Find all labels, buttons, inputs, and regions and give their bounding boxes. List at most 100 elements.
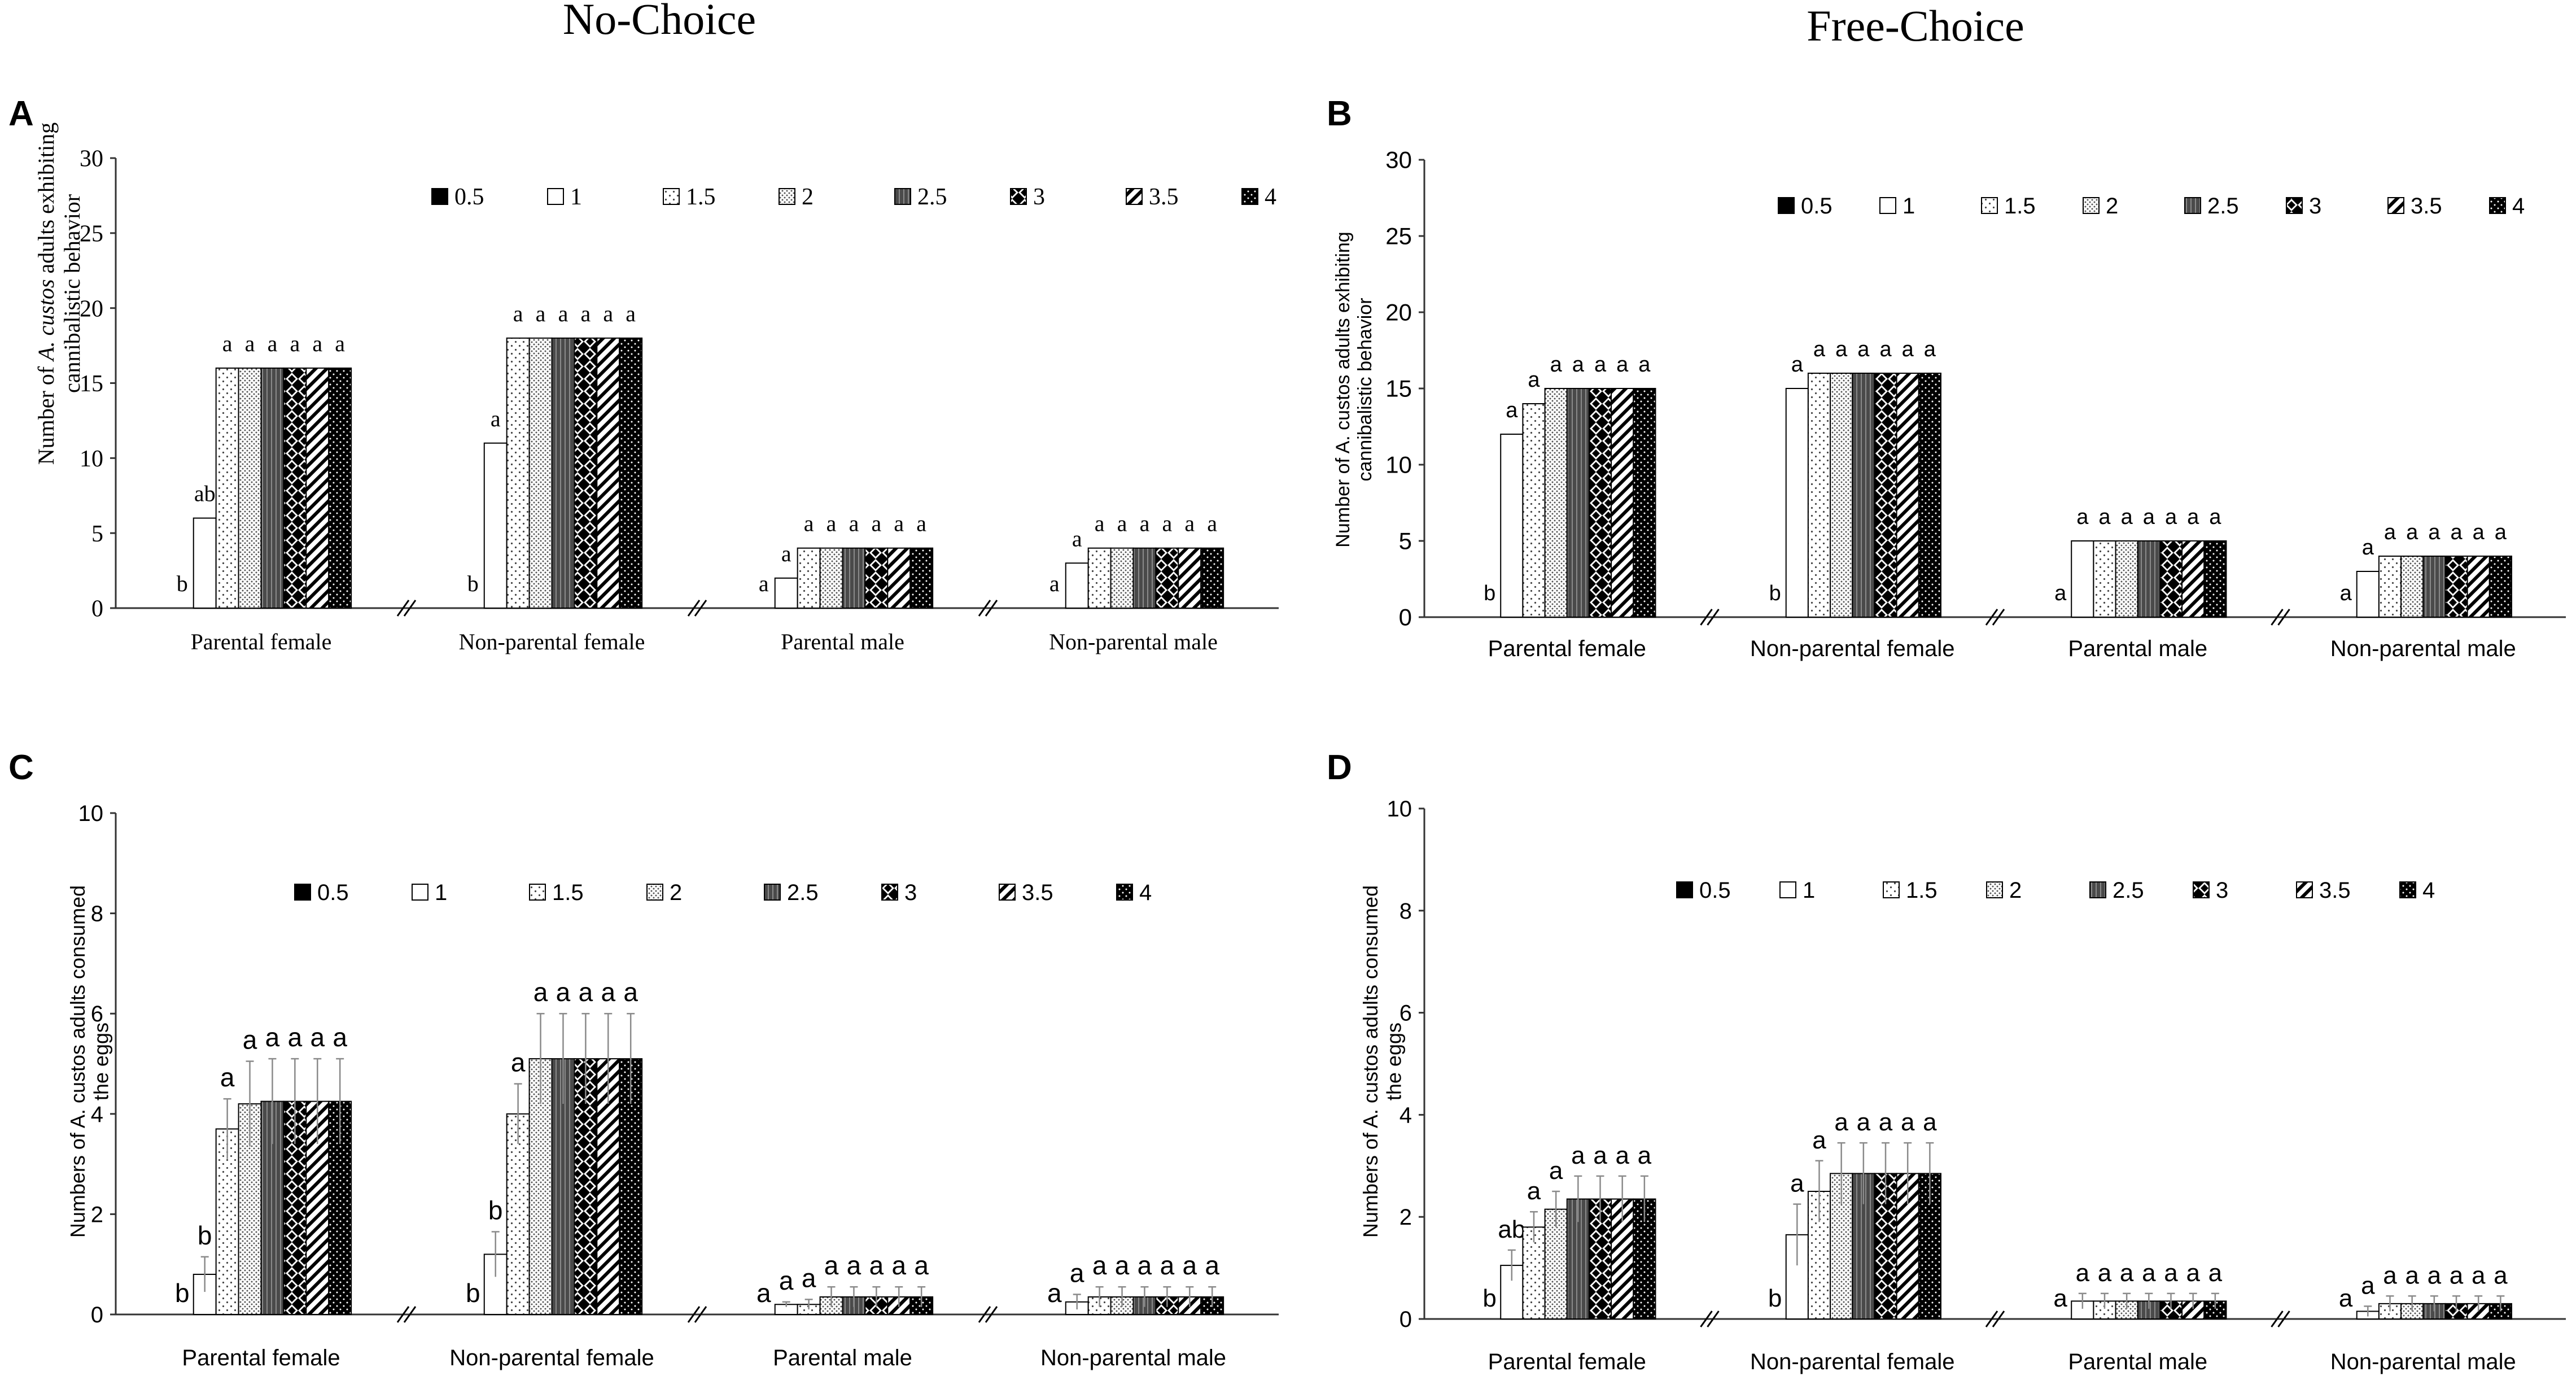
significance-letter: a [1924,338,1936,361]
significance-letter: a [290,331,300,356]
legend-label: 2.5 [787,880,819,905]
column-title-free-choice: Free-Choice [1807,1,2024,50]
bar [283,367,307,609]
significance-letter: a [1857,338,1870,361]
significance-letter: a [2472,1261,2486,1289]
significance-letter: a [802,1263,816,1292]
axis-break-mark [396,1306,417,1323]
y-tick-label: 25 [80,221,103,247]
legend-swatch [1676,881,1693,898]
legend-swatch [2083,197,2100,214]
significance-letter: a [1571,1142,1585,1169]
bar [483,442,508,609]
legend-swatch [294,884,311,901]
significance-letter: a [756,1278,771,1308]
bar [506,1113,530,1316]
significance-letter: a [1205,1251,1219,1280]
significance-letter: a [2164,1259,2178,1287]
y-axis-label: Numbers of A. custos adults consumedthe … [1359,885,1405,1238]
significance-letter: a [333,1023,347,1052]
axis-break-stroke [2277,1311,2290,1327]
legend-swatch [2193,881,2210,898]
legend-label: 3 [904,880,917,905]
significance-letter: a [2450,1261,2464,1289]
axis-break-stroke [1700,609,1713,626]
legend: 0.5 1 1.5 2 2.5 3 3.5 4 [1778,194,2525,219]
bar [1874,373,1897,618]
legend-swatch [1116,884,1133,901]
bar [1918,373,1941,618]
bar [2137,540,2160,618]
bar [2071,540,2094,618]
bar [2115,540,2138,618]
bar [1155,547,1179,609]
bar [1830,373,1853,618]
legend-label: 0.5 [454,184,484,210]
y-tick-label: 2 [91,1202,103,1227]
significance-letter: a [626,301,636,326]
x-category-label: Non-parental female [1750,636,1954,661]
significance-letter: a [1207,511,1217,536]
legend-label: 1 [435,880,447,905]
significance-letter: a [2495,521,2507,544]
legend-label: 0.5 [1699,878,1731,903]
significance-letter: a [536,301,546,326]
significance-letter: a [1182,1251,1197,1280]
legend-swatch [2387,197,2404,214]
axis-break-mark [687,600,707,617]
legend-swatch [646,884,663,901]
legend-swatch [1241,188,1258,205]
x-category-label: Parental female [182,1346,340,1370]
significance-letter: a [894,511,904,536]
axis-break-stroke [985,600,998,617]
significance-letter: b [175,1278,190,1308]
significance-letter: b [1768,1285,1782,1312]
legend-swatch [2399,881,2416,898]
significance-letter: a [779,1266,794,1295]
axis-break-stroke [1707,1311,1720,1327]
legend-swatch [764,884,781,901]
axis-break-mark [1700,609,1720,626]
bar [506,337,530,609]
panel-label: C [8,748,34,787]
chart-panel-c: C 0 2 4 6 8 10 Numbers of A. custos adults cons… [8,748,1279,1370]
bar [2181,540,2205,618]
legend-swatch [2286,197,2303,214]
significance-letter: a [1072,526,1082,551]
significance-letter: a [2208,1259,2223,1287]
x-category-label: Parental female [1488,636,1646,661]
significance-letter: a [511,1048,526,1077]
axis-break-stroke [694,600,707,617]
y-axis-label-line: Numbers of A. custos adults consumed [1359,885,1382,1238]
y-tick-label: 20 [1385,299,1412,326]
significance-letter: a [2428,521,2441,544]
axis-break-stroke [687,1306,701,1323]
legend-swatch [2296,881,2313,898]
y-axis-label-line: cannibalistic behavior [59,194,85,393]
significance-letter: a [2053,1285,2067,1312]
bar [1110,547,1134,609]
bar [574,337,598,609]
axis-break-stroke [403,1306,417,1323]
significance-letter: a [1184,511,1195,536]
bar [1522,1226,1546,1320]
axis-break-stroke [687,600,701,617]
significance-letter: b [198,1221,212,1250]
y-axis-label: Number of A. custos adults exhibitingcan… [33,123,85,465]
legend-label: 1 [1903,194,1915,219]
significance-letter: a [2473,521,2485,544]
significance-letter: a [1923,1108,1937,1136]
significance-letter: a [245,331,255,356]
y-tick-label: 0 [91,596,103,622]
significance-letter: a [2428,1261,2442,1289]
y-axis-label-line: the eggs [89,1023,112,1100]
legend-label: 4 [2422,878,2435,903]
significance-letter: a [1901,1108,1915,1136]
legend-label: 1 [1803,878,1815,903]
y-tick-label: 10 [1385,452,1412,478]
legend-swatch [412,884,428,901]
